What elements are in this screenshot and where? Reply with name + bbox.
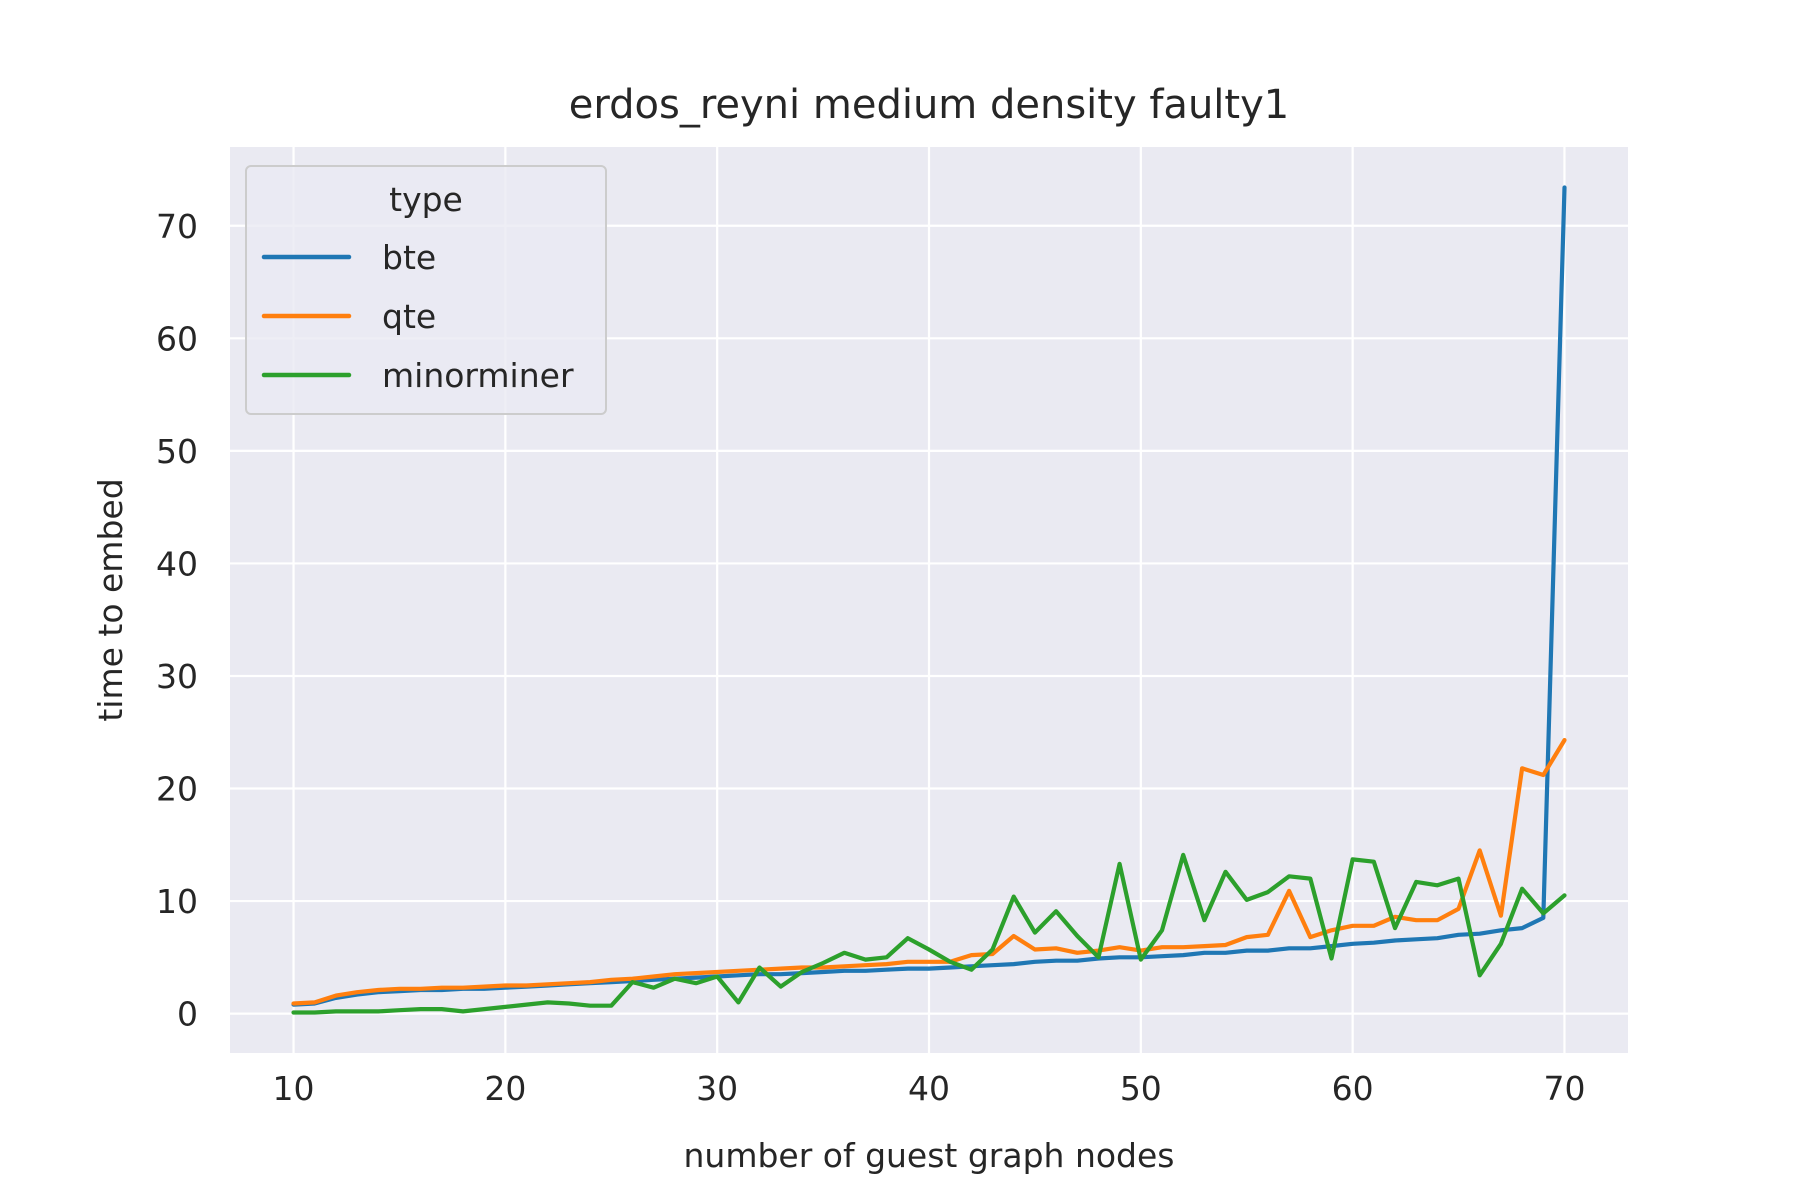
x-tick-label: 30 [696, 1069, 738, 1108]
y-tick-label: 20 [156, 770, 198, 809]
y-tick-label: 70 [156, 207, 198, 246]
y-tick-label: 30 [156, 657, 198, 696]
series-line-minorminer [291, 852, 1567, 1015]
series-line-bte [291, 185, 1567, 1007]
x-tick-label: 20 [484, 1069, 526, 1108]
legend-label-minorminer: minorminer [382, 356, 574, 395]
legend-box [245, 165, 607, 415]
legend-label-qte: qte [382, 297, 436, 336]
legend-label-bte: bte [382, 238, 436, 277]
y-tick-label: 50 [156, 432, 198, 471]
x-tick-label: 60 [1332, 1069, 1374, 1108]
chart-title: erdos_reyni medium density faulty1 [569, 82, 1289, 128]
y-tick-label: 10 [156, 882, 198, 921]
tick-labels: 10 20 30 40 50 60 70 0 10 20 30 40 50 60 70 [156, 207, 1585, 1108]
x-tick-label: 10 [273, 1069, 315, 1108]
x-tick-label: 70 [1543, 1069, 1585, 1108]
y-axis-label: time to embed [91, 478, 130, 721]
x-tick-label: 50 [1120, 1069, 1162, 1108]
legend: type bte qte minorminer [245, 165, 607, 415]
series-layer [291, 185, 1567, 1015]
series-line-qte [291, 737, 1567, 1006]
y-tick-label: 0 [177, 995, 198, 1034]
y-tick-label: 40 [156, 544, 198, 583]
x-axis-label: number of guest graph nodes [683, 1136, 1174, 1175]
y-tick-label: 60 [156, 319, 198, 358]
x-tick-label: 40 [908, 1069, 950, 1108]
legend-title: type [389, 180, 463, 219]
grid [230, 147, 1628, 1053]
